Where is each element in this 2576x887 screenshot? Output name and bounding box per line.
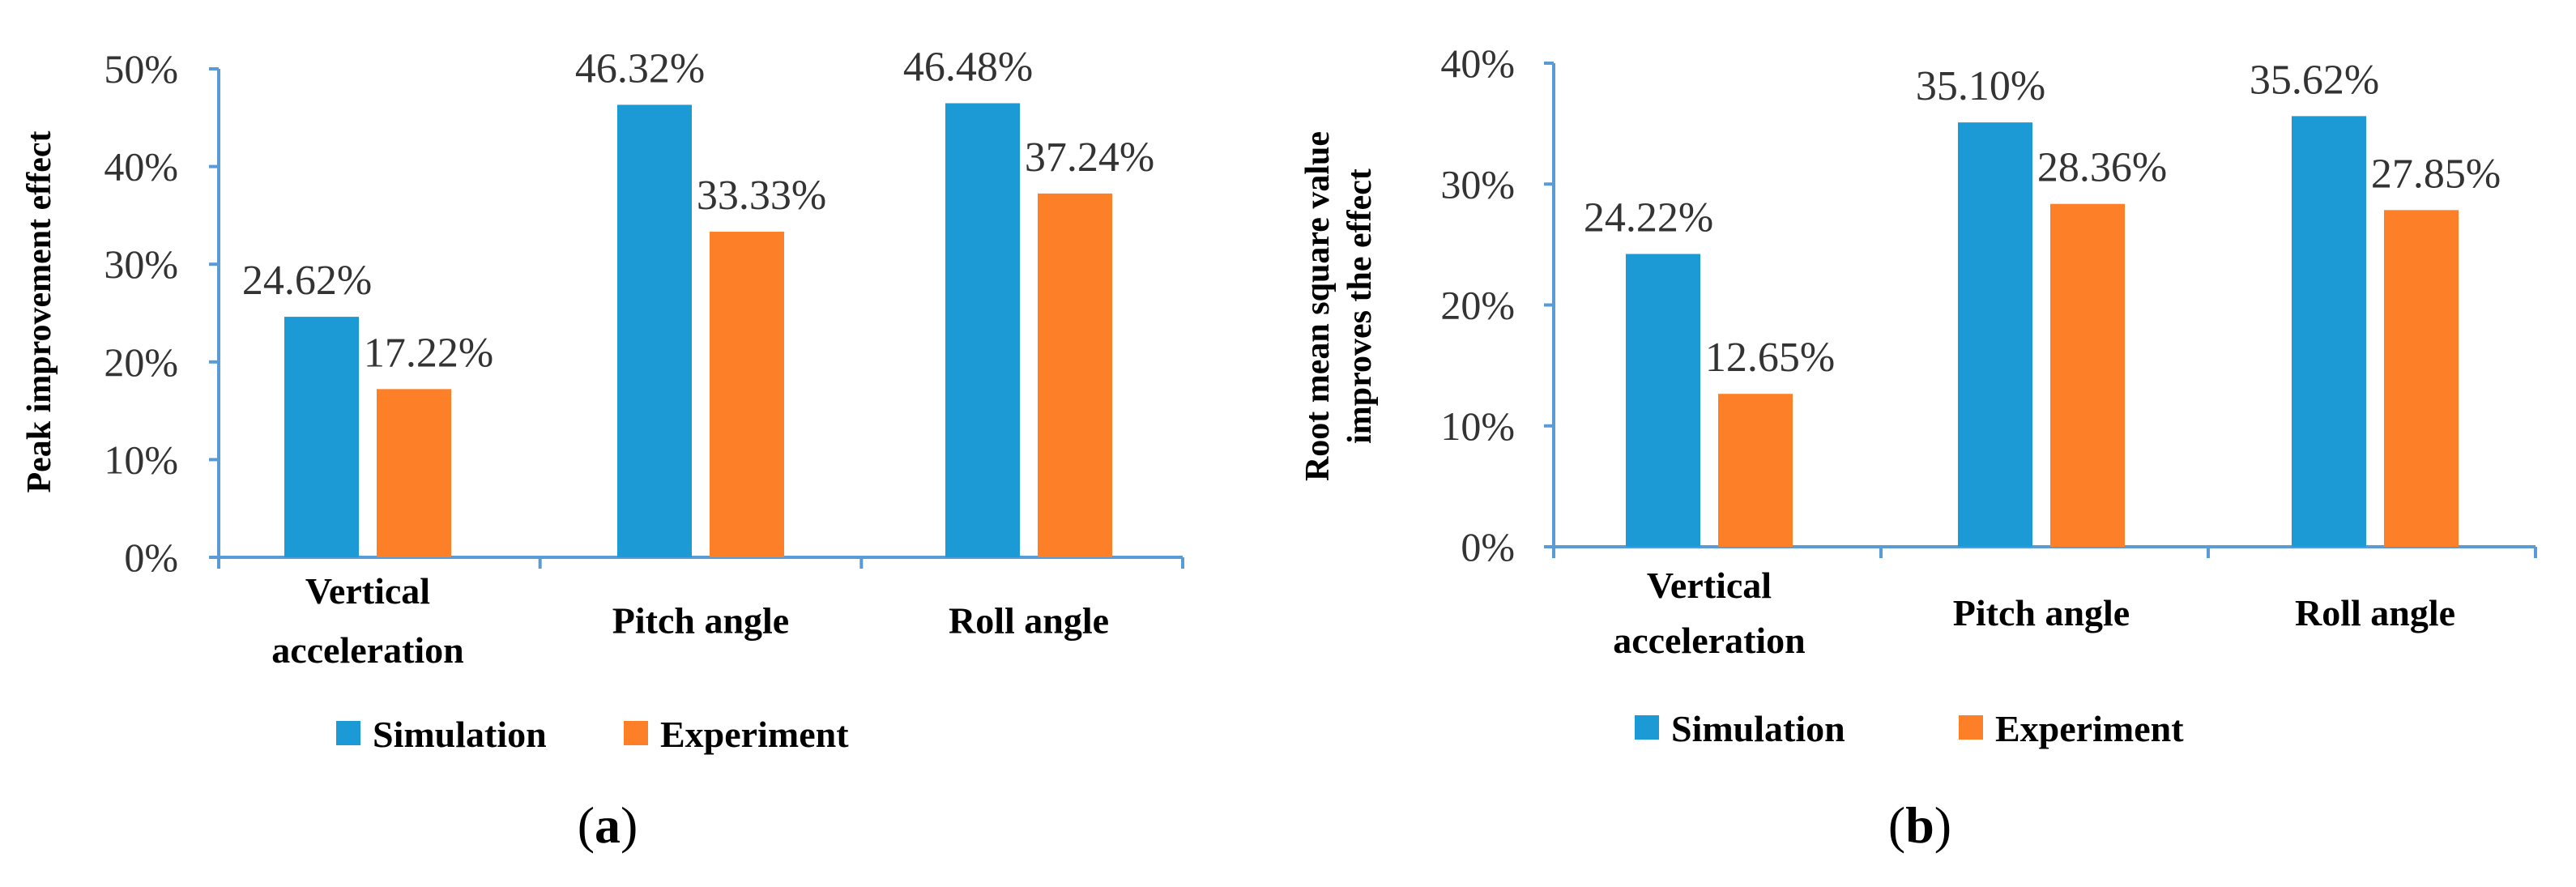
x-category-label: Pitch angle <box>1953 592 2130 633</box>
legend-swatch-simulation <box>336 721 360 745</box>
chart-panel-b: 0% 10% 20% 30% 40% 24.22% 35.10% 35.62% 12.65% 28… <box>1299 41 2537 854</box>
data-label: 33.33% <box>697 173 826 219</box>
x-category-label: Pitch angle <box>612 600 789 642</box>
data-label: 46.48% <box>903 44 1033 90</box>
y-tick-label: 50% <box>104 46 178 92</box>
bar-experiment-3 <box>2384 210 2459 547</box>
y-tick-label: 30% <box>104 241 178 287</box>
bar-simulation-2 <box>617 104 692 557</box>
x-category-label: acceleration <box>271 629 464 671</box>
legend-label-simulation: Simulation <box>373 714 547 755</box>
data-label: 12.65% <box>1705 335 1835 381</box>
data-label: 24.22% <box>1584 195 1713 241</box>
data-label: 35.62% <box>2250 57 2379 103</box>
y-tick-label: 20% <box>104 339 178 385</box>
data-label: 27.85% <box>2371 151 2501 197</box>
data-label: 46.32% <box>575 45 705 92</box>
y-tick-label: 40% <box>104 144 178 190</box>
x-category-label: acceleration <box>1613 620 1806 661</box>
y-tick-label: 20% <box>1440 283 1515 328</box>
legend-label-experiment: Experiment <box>660 714 849 755</box>
data-label: 28.36% <box>2037 145 2167 191</box>
y-axis-title: improves the effect <box>1341 168 1379 444</box>
bar-simulation-3 <box>945 103 1020 558</box>
x-category-label: Roll angle <box>2295 592 2455 633</box>
data-label: 17.22% <box>364 330 493 376</box>
bar-experiment-2 <box>2050 203 2125 548</box>
y-tick-label: 40% <box>1440 41 1515 86</box>
chart-panel-a: 0% 10% 20% 30% 40% 50% 24.62% 46.32% 46.48% 17.22… <box>21 44 1184 854</box>
bar-simulation-2 <box>1958 122 2032 547</box>
bar-experiment-1 <box>1718 394 1793 547</box>
legend-label-experiment: Experiment <box>1995 708 2184 749</box>
bar-simulation-1 <box>1626 254 1700 547</box>
y-tick-label: 0% <box>124 535 178 580</box>
panel-label: (a) <box>578 796 638 854</box>
legend-swatch-simulation <box>1635 715 1659 740</box>
bar-experiment-1 <box>377 389 451 557</box>
y-tick-label: 0% <box>1461 524 1515 569</box>
y-axis-title: Root mean square value <box>1299 131 1337 481</box>
legend-label-simulation: Simulation <box>1671 708 1845 749</box>
bar-simulation-1 <box>284 317 359 557</box>
data-label: 24.62% <box>242 258 372 304</box>
bar-experiment-3 <box>1038 193 1112 557</box>
panel-label: (b) <box>1888 796 1951 854</box>
legend-swatch-experiment <box>624 721 648 745</box>
y-tick-label: 30% <box>1440 161 1515 207</box>
x-category-label: Vertical <box>305 570 430 612</box>
y-tick-label: 10% <box>104 437 178 482</box>
legend-swatch-experiment <box>1959 715 1983 740</box>
data-label: 37.24% <box>1025 134 1154 181</box>
bar-simulation-3 <box>2292 116 2366 547</box>
bar-experiment-2 <box>710 232 784 557</box>
y-tick-label: 10% <box>1440 403 1515 449</box>
x-category-label: Vertical <box>1647 565 1772 606</box>
data-label: 35.10% <box>1916 63 2045 109</box>
y-axis-title: Peak improvement effect <box>21 130 58 493</box>
x-category-label: Roll angle <box>949 600 1109 642</box>
